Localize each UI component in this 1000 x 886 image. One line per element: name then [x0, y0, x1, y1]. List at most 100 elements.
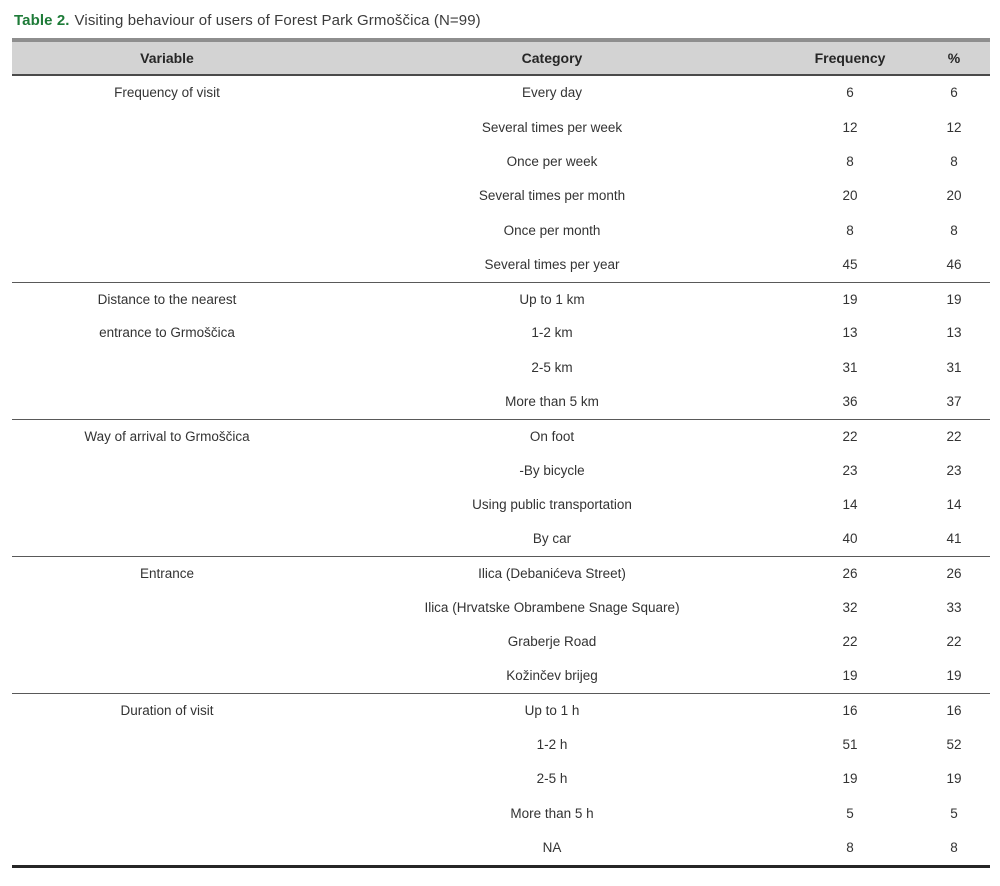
frequency-cell: 31 [842, 359, 858, 375]
variable-cell: Frequency of visit [114, 85, 220, 101]
percent-cell: 19 [946, 668, 962, 684]
category-cell: -By bicycle [519, 462, 585, 478]
table-row: Ilica (Hrvatske Obrambene Snage Square) 3… [12, 590, 990, 624]
percent-cell: 41 [946, 531, 962, 547]
category-cell: More than 5 km [505, 394, 599, 410]
percent-cell: 23 [946, 462, 962, 478]
percent-cell: 8 [950, 153, 958, 169]
percent-cell: 5 [950, 805, 958, 821]
variable-cell: Entrance [139, 566, 195, 582]
category-cell: NA [542, 839, 562, 855]
percent-cell: 37 [946, 394, 962, 410]
category-cell: Up to 1 h [524, 703, 580, 719]
table-row: Graberje Road 22 22 [12, 625, 990, 659]
category-cell: On foot [529, 428, 575, 444]
frequency-cell: 20 [842, 188, 858, 204]
frequency-cell: 51 [842, 737, 858, 753]
category-cell: Ilica (Hrvatske Obrambene Snage Square) [424, 599, 680, 615]
category-cell: Once per month [503, 222, 601, 238]
frequency-cell: 19 [842, 668, 858, 684]
frequency-cell: 5 [846, 805, 854, 821]
category-cell: Up to 1 km [519, 291, 585, 307]
paper-page: Table 2. Visiting behaviour of users of F… [12, 12, 990, 868]
category-cell: Several times per week [481, 119, 623, 135]
table-row: By car 40 41 [12, 522, 990, 556]
category-cell: Using public transportation [472, 496, 632, 512]
frequency-cell: 19 [842, 771, 858, 787]
percent-cell: 33 [946, 599, 962, 615]
variable-cell: Duration of visit [120, 703, 214, 719]
table-caption-text: Visiting behaviour of users of Forest Pa… [74, 12, 481, 29]
percent-cell: 6 [950, 85, 958, 101]
category-cell: 1-2 km [531, 325, 573, 341]
frequency-cell: 36 [842, 394, 858, 410]
column-header-percent: % [947, 49, 961, 66]
percent-cell: 52 [946, 737, 962, 753]
category-cell: Several times per year [484, 256, 620, 272]
category-cell: Kožinčev brijeg [506, 668, 598, 684]
percent-cell: 20 [946, 188, 962, 204]
percent-cell: 12 [946, 119, 962, 135]
frequency-cell: 16 [842, 703, 858, 719]
percent-cell: 46 [946, 256, 962, 272]
table-header-row: Variable Category Frequency % [12, 38, 990, 76]
table-row: More than 5 h 5 5 [12, 796, 990, 830]
frequency-cell: 22 [842, 634, 858, 650]
table-row: Using public transportation 14 14 [12, 488, 990, 522]
category-cell: By car [532, 531, 572, 547]
category-cell: Graberje Road [507, 634, 597, 650]
frequency-cell: 8 [846, 222, 854, 238]
variable-cell: Distance to the nearest [97, 291, 237, 307]
frequency-cell: 6 [846, 85, 854, 101]
category-cell: Every day [521, 85, 583, 101]
table-row: Entrance Ilica (Debanićeva Street) 26 26 [12, 556, 990, 590]
percent-cell: 13 [946, 325, 962, 341]
category-cell: Once per week [506, 153, 598, 169]
table-row: Several times per month 20 20 [12, 179, 990, 213]
table-row: Once per week 8 8 [12, 145, 990, 179]
table-row: Several times per week 12 12 [12, 110, 990, 144]
percent-cell: 14 [946, 496, 962, 512]
variable-cell: entrance to Grmoščica [99, 325, 235, 341]
visiting-behaviour-table: Variable Category Frequency % Frequency … [12, 38, 990, 868]
column-header-category: Category [521, 49, 583, 66]
table-caption-label: Table 2. [14, 12, 70, 29]
frequency-cell: 40 [842, 531, 858, 547]
frequency-cell: 14 [842, 496, 858, 512]
table-row: Several times per year 45 46 [12, 247, 990, 281]
table-row: Frequency of visit Every day 6 6 [12, 76, 990, 110]
category-cell: Ilica (Debanićeva Street) [478, 566, 626, 582]
frequency-cell: 32 [842, 599, 858, 615]
category-cell: 1-2 h [536, 737, 568, 753]
table-row: Way of arrival to Grmoščica On foot 22 22 [12, 418, 990, 453]
category-cell: More than 5 h [510, 805, 594, 821]
table-row: 2-5 h 19 19 [12, 762, 990, 796]
table-row: Duration of visit Up to 1 h 16 16 [12, 693, 990, 727]
frequency-cell: 26 [842, 566, 858, 582]
percent-cell: 16 [946, 703, 962, 719]
table-row: entrance to Grmoščica 1-2 km 13 13 [12, 316, 990, 350]
variable-cell: Way of arrival to Grmoščica [84, 428, 250, 444]
column-header-frequency: Frequency [814, 49, 886, 66]
percent-cell: 31 [946, 359, 962, 375]
frequency-cell: 12 [842, 119, 858, 135]
table-row: Kožinčev brijeg 19 19 [12, 659, 990, 693]
table-row: 2-5 km 31 31 [12, 350, 990, 384]
table-body: Frequency of visit Every day 6 6 Several tim… [12, 76, 990, 868]
category-cell: 2-5 km [531, 359, 573, 375]
frequency-cell: 13 [842, 325, 858, 341]
frequency-cell: 8 [846, 153, 854, 169]
table-row: More than 5 km 36 37 [12, 385, 990, 419]
frequency-cell: 19 [842, 291, 858, 307]
percent-cell: 8 [950, 839, 958, 855]
percent-cell: 22 [946, 634, 962, 650]
percent-cell: 8 [950, 222, 958, 238]
table-caption: Table 2. Visiting behaviour of users of F… [14, 12, 990, 29]
table-row: Once per month 8 8 [12, 213, 990, 247]
percent-cell: 22 [946, 428, 962, 444]
category-cell: 2-5 h [536, 771, 568, 787]
percent-cell: 19 [946, 771, 962, 787]
frequency-cell: 45 [842, 256, 858, 272]
percent-cell: 19 [946, 291, 962, 307]
frequency-cell: 8 [846, 839, 854, 855]
